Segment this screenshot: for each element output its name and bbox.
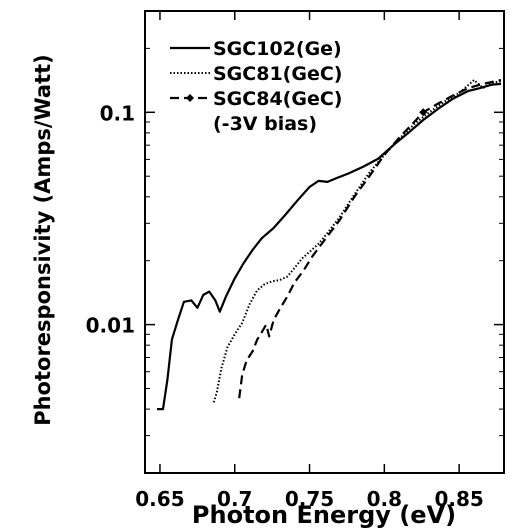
legend-label-3: SGC84(GeC) <box>213 88 342 110</box>
x-axis-label: Photon Energy (eV) <box>192 501 456 529</box>
legend: SGC102(Ge) SGC81(GeC) SGC84(GeC) (-3V bias) <box>170 38 342 135</box>
series-layer <box>157 78 502 411</box>
series-marker <box>419 108 428 117</box>
series-line-3 <box>238 78 502 399</box>
legend-marker <box>186 94 194 102</box>
x-tick-label: 0.65 <box>135 487 184 511</box>
x-tick-label: 0.75 <box>285 487 334 511</box>
y-axis-label: Photoresponsivity (Amps/Watt) <box>31 54 55 426</box>
x-tick-label: 0.7 <box>217 487 252 511</box>
x-tick-label: 0.85 <box>434 487 483 511</box>
axis-ticks: 0.65 0.7 0.75 0.8 0.85 0.01 0.1 <box>86 10 504 511</box>
legend-bias-note: (-3V bias) <box>213 113 317 135</box>
y-tick-label: 0.01 <box>86 314 135 338</box>
y-tick-label: 0.1 <box>100 101 135 125</box>
series-line-1 <box>157 82 502 411</box>
legend-label-2: SGC81(GeC) <box>213 63 342 85</box>
plot-frame <box>144 10 505 474</box>
x-tick-label: 0.8 <box>367 487 402 511</box>
legend-label-1: SGC102(Ge) <box>213 38 342 60</box>
